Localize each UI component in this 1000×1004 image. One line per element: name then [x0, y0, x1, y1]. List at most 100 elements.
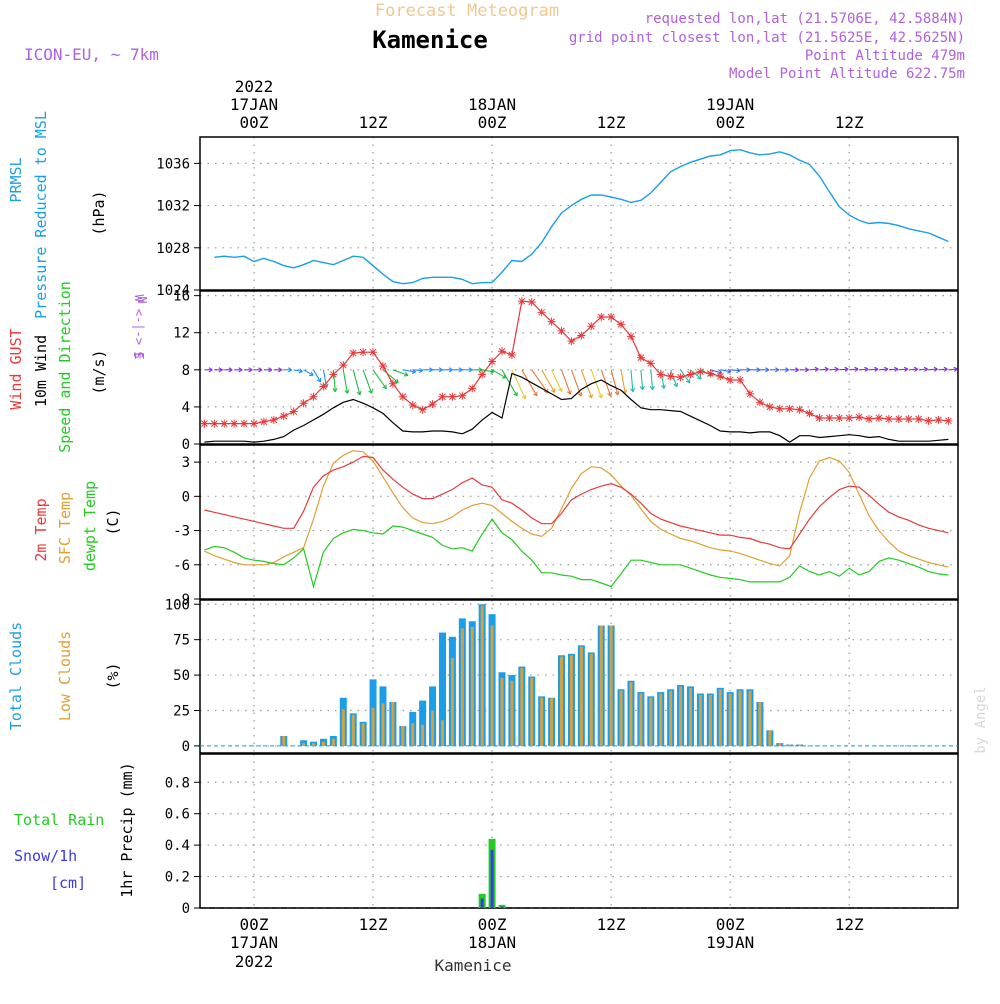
compass-center: W <-|-> E — [132, 294, 146, 359]
wind-direction-arrow — [352, 369, 361, 396]
wind-arrow-head — [854, 366, 859, 372]
bottom-time-label: 12Z — [835, 915, 864, 934]
gust-marker — [825, 414, 834, 423]
bottom-time-label: 00Z — [240, 915, 269, 934]
wind-direction-arrow — [640, 369, 644, 390]
gust-marker — [636, 353, 645, 362]
low-cloud-bar — [698, 694, 702, 746]
low-cloud-bar — [510, 680, 514, 746]
low-cloud-bar — [530, 677, 534, 746]
low-cloud-bar — [391, 702, 395, 746]
gust-marker — [686, 370, 695, 379]
wind-arrow-head — [844, 366, 849, 372]
wind-direction-arrow — [482, 369, 495, 373]
gust-marker — [855, 413, 864, 422]
temp-label-2m: 2m Temp — [32, 498, 50, 561]
temp-panel-labels: 2m Temp SFC Temp dewpt Temp (C) — [32, 481, 122, 571]
low-cloud-bar — [550, 697, 554, 746]
gust-marker — [646, 359, 655, 368]
wind-label-gust: Wind GUST — [7, 328, 25, 409]
gust-marker — [785, 404, 794, 413]
total-cloud-bar — [438, 632, 446, 746]
info-point-altitude: Point Altitude 479m — [805, 48, 965, 64]
wind-ytick-label: 8 — [182, 363, 190, 379]
low-cloud-bar — [728, 693, 732, 746]
temp-unit: (C) — [104, 508, 122, 535]
gust-marker — [914, 414, 923, 423]
gust-marker — [706, 369, 715, 378]
low-cloud-bar — [619, 690, 623, 746]
gust-marker — [587, 322, 596, 331]
wind-arrow-head — [382, 384, 387, 390]
pressure-line — [214, 148, 949, 285]
wind-arrow-head — [248, 367, 253, 373]
cloud-panel-labels: Total Clouds Low Clouds (%) — [7, 622, 122, 730]
gust-marker — [279, 412, 288, 421]
wind-arrow-head — [804, 367, 809, 373]
gust-marker — [775, 404, 784, 413]
wind-direction-arrow — [372, 369, 387, 389]
wind-direction-arrow — [809, 368, 819, 371]
low-cloud-bar — [738, 690, 742, 746]
gust-marker — [507, 350, 516, 359]
low-cloud-bar — [480, 605, 484, 746]
clouds-ytick-label: 100 — [165, 597, 190, 613]
wind-arrow-head — [913, 366, 919, 372]
low-cloud-bar — [411, 723, 415, 746]
pressure-panel-frame — [199, 136, 959, 291]
wind-arrow-head — [727, 368, 732, 374]
wind-direction-arrow — [908, 368, 918, 371]
low-cloud-bar — [450, 658, 454, 746]
gust-marker — [458, 391, 467, 400]
low-cloud-bar — [460, 628, 464, 746]
wind-direction-arrow — [491, 369, 507, 379]
precip-label-cm: [cm] — [50, 874, 86, 892]
precip-panel-labels: Total Rain Snow/1h [cm] 1hr Precip (mm) — [14, 762, 136, 897]
precip-label-snow: Snow/1h — [14, 847, 77, 865]
low-cloud-bar — [500, 677, 504, 746]
gust-marker — [696, 367, 705, 376]
gust-marker — [210, 419, 219, 428]
top-date-label: 18JAN — [468, 95, 516, 114]
wind-arrow-head — [228, 367, 233, 373]
wind-arrow-head — [268, 367, 273, 373]
wind-arrow-head — [513, 391, 518, 397]
wind-direction-arrow — [551, 369, 563, 392]
wind-arrow-head — [943, 366, 948, 372]
temp-label-sfc: SFC Temp — [56, 492, 74, 564]
wind-direction-arrow — [878, 368, 888, 371]
wind-direction-arrow — [918, 368, 928, 371]
gust-marker — [904, 414, 913, 423]
wind-direction-arrow — [948, 368, 958, 371]
gust-marker — [537, 308, 546, 317]
footer-location: Kamenice — [434, 956, 511, 975]
wind-direction-arrow — [868, 368, 879, 371]
wind-direction-arrow — [829, 368, 839, 371]
wind-arrow-head — [418, 367, 424, 373]
low-cloud-bar — [599, 625, 603, 746]
low-cloud-bar — [401, 726, 405, 746]
top-date-label: 19JAN — [706, 95, 754, 114]
gust-marker — [309, 392, 318, 401]
low-cloud-bar — [470, 626, 474, 746]
wind-direction-arrow — [839, 368, 849, 371]
top-time-label: 12Z — [359, 113, 388, 132]
low-cloud-bar — [659, 693, 663, 746]
wind-arrow-head — [558, 387, 563, 393]
top-date-label: 17JAN — [230, 95, 278, 114]
gust-marker — [835, 414, 844, 423]
total-cloud-bar — [419, 700, 427, 746]
wind-arrow-head — [521, 394, 527, 400]
cloud-label-low: Low Clouds — [56, 631, 74, 721]
gust-marker — [874, 414, 883, 423]
wind-direction-arrow — [392, 369, 409, 376]
wind-arrow-head — [785, 367, 790, 373]
dewpt-line — [204, 518, 949, 589]
gust-marker — [795, 405, 804, 414]
pressure-label-prmsl: PRMSL — [7, 157, 25, 202]
wind-direction-arrow — [660, 369, 665, 389]
gust-marker — [547, 317, 556, 326]
gust-marker — [319, 382, 328, 391]
wind-arrow-head — [288, 367, 293, 373]
